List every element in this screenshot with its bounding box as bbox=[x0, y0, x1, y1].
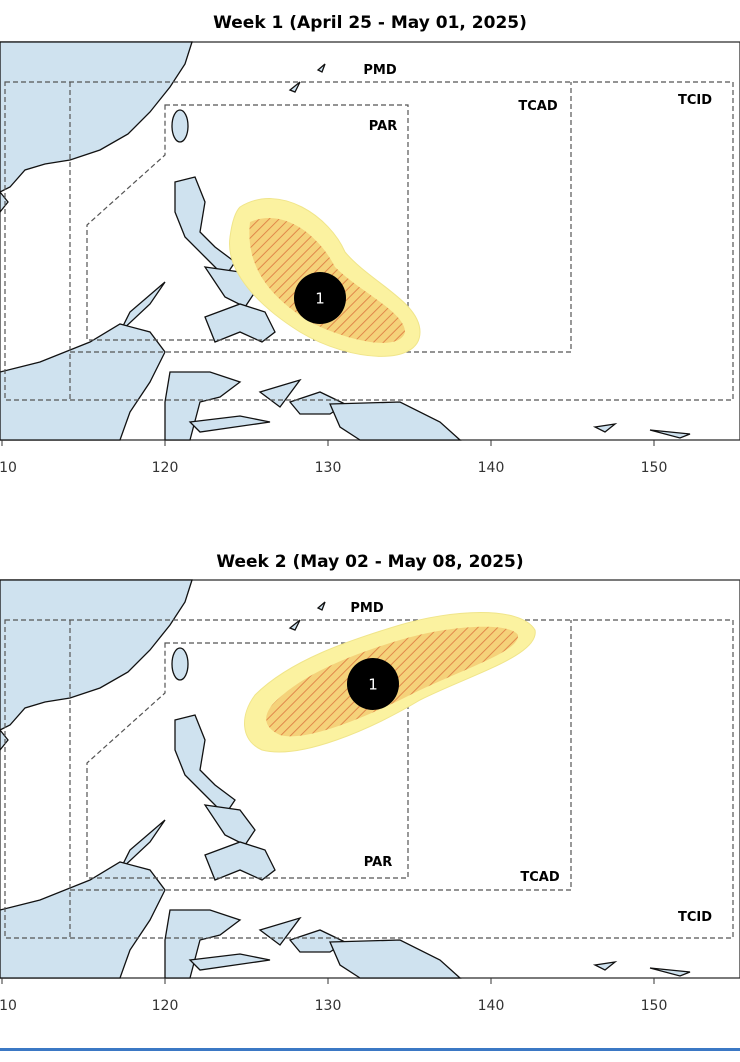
x-tick-label: 10 bbox=[0, 998, 17, 1014]
x-tick-label: 140 bbox=[478, 460, 505, 476]
tcad-box bbox=[69, 620, 572, 938]
region-label: PAR bbox=[364, 855, 392, 870]
region-label: PMD bbox=[350, 601, 383, 616]
x-tick-label: 150 bbox=[641, 998, 668, 1014]
tcad-box bbox=[69, 82, 572, 400]
map-title: Week 2 (May 02 - May 08, 2025) bbox=[216, 552, 523, 572]
map-panel: Week 1 (April 25 - May 01, 2025) 1 PMD T… bbox=[0, 13, 740, 476]
storm-marker bbox=[294, 272, 346, 324]
x-tick-label: 120 bbox=[152, 998, 179, 1014]
map-title: Week 1 (April 25 - May 01, 2025) bbox=[213, 13, 527, 33]
region-label: PMD bbox=[363, 63, 396, 78]
x-tick-label: 120 bbox=[152, 460, 179, 476]
storm-label: 1 bbox=[368, 676, 378, 694]
x-axis: 10 120 130 140 150 bbox=[0, 978, 667, 1014]
x-tick-label: 150 bbox=[641, 460, 668, 476]
region-label: PAR bbox=[369, 119, 397, 134]
storm-marker bbox=[347, 658, 399, 710]
map-panel: Week 2 (May 02 - May 08, 2025) 1 PMD TCA… bbox=[0, 552, 740, 1014]
storm-label: 1 bbox=[315, 290, 325, 308]
x-tick-label: 130 bbox=[315, 998, 342, 1014]
x-tick-label: 130 bbox=[315, 460, 342, 476]
par-box bbox=[86, 104, 409, 341]
tcid-box bbox=[4, 619, 734, 939]
region-label: TCAD bbox=[520, 870, 559, 885]
x-axis: 10 120 130 140 150 bbox=[0, 440, 667, 476]
region-label: TCID bbox=[678, 93, 712, 108]
tcid-box bbox=[4, 81, 734, 401]
region-label: TCID bbox=[678, 910, 712, 925]
x-tick-label: 10 bbox=[0, 460, 17, 476]
region-label: TCAD bbox=[518, 99, 557, 114]
bottom-rule bbox=[0, 1048, 740, 1051]
x-tick-label: 140 bbox=[478, 998, 505, 1014]
